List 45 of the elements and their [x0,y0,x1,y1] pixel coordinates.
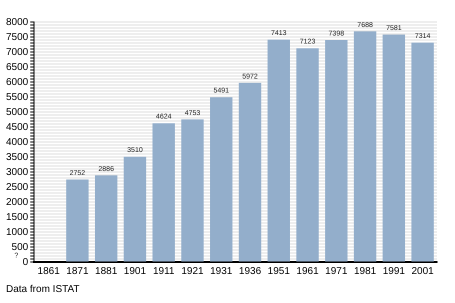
y-tick-label: 0 [22,256,29,268]
y-tick-label: 5500 [6,92,29,103]
y-tick-label: 6500 [6,62,29,73]
x-tick-label: 1961 [296,266,320,277]
x-tick-label: 1881 [95,266,118,277]
y-tick-label: 500 [12,242,29,253]
y-tick-label: 7000 [6,46,29,58]
y-tick-label: 4000 [6,136,29,148]
y-tick-label: 2000 [6,196,29,208]
bar [382,34,406,262]
x-tick-label: 1991 [382,266,406,277]
bar [94,175,118,262]
x-tick-label: 1951 [268,266,290,277]
y-tick-label: 8000 [6,16,29,28]
y-tick-label: 1000 [6,226,29,238]
y-tick-label: 6000 [6,76,29,88]
x-tick-label: 1971 [325,266,348,277]
bar [354,31,376,262]
x-tick-label: 1861 [38,266,60,277]
bar [124,156,146,262]
y-tick-label: 1500 [6,212,29,223]
y-tick-label: 7500 [6,32,29,43]
y-tick-label: 4500 [6,122,29,133]
bar [66,179,89,262]
bar [268,40,290,262]
bar [152,123,175,262]
text: Data from ISTAT [6,284,80,295]
y-tick-label: 3500 [6,152,29,163]
x-tick-label: 1921 [181,266,204,277]
bar [238,82,262,262]
bar [411,42,434,262]
x-tick-label: 1901 [124,266,146,277]
x-tick-label: 1936 [238,266,262,277]
x-tick-label: 2001 [411,266,434,277]
bar [181,119,204,262]
y-tick-label: 5000 [6,106,29,118]
y-tick-label: 3000 [6,166,29,178]
x-tick-label: 1931 [210,266,233,277]
bar [325,40,348,262]
bar [210,97,232,262]
x-tick-label: 1871 [66,266,89,277]
x-tick-label: 1981 [354,266,377,277]
bar [296,48,319,262]
x-tick-label: 1911 [152,266,175,277]
y-tick-label: 2500 [6,182,29,193]
